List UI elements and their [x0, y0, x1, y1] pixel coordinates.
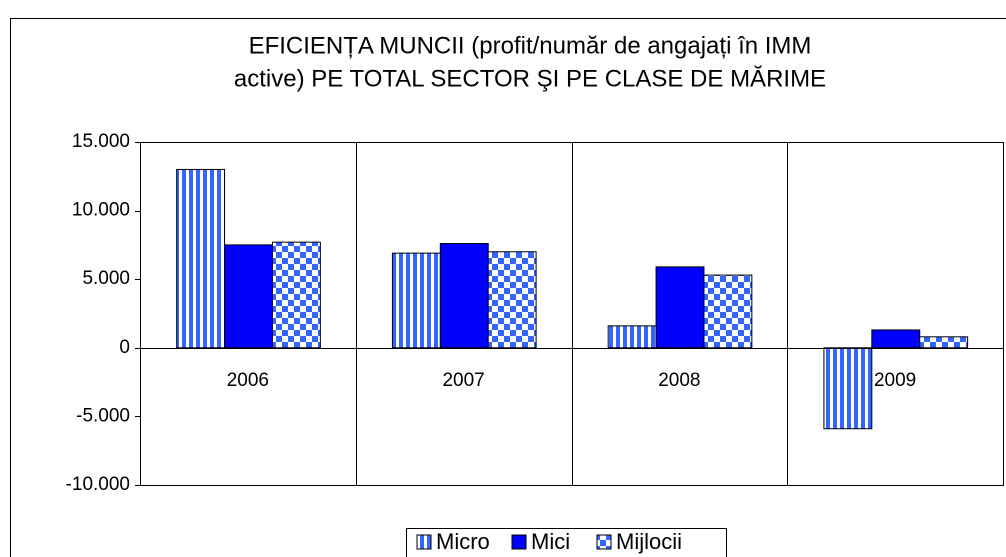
legend-swatch: [511, 534, 527, 550]
bar: [271, 241, 321, 349]
y-tick-label: -5.000: [76, 405, 130, 426]
x-tick-label: 2008: [658, 370, 700, 391]
bar: [919, 336, 969, 349]
chart-title: active) PE TOTAL SECTOR ŞI PE CLASE DE M…: [234, 65, 826, 92]
x-tick-label: 2009: [874, 370, 916, 391]
legend-swatch: [596, 534, 612, 550]
legend-label: Micro: [436, 529, 490, 554]
y-tick-label: -10.000: [66, 474, 130, 495]
y-tick-label: 5.000: [82, 268, 130, 289]
bar: [655, 266, 705, 349]
chart-title: EFICIENȚA MUNCII (profit/număr de angaja…: [249, 32, 812, 59]
legend-label: Mici: [531, 529, 570, 554]
bar: [823, 347, 873, 430]
x-tick-label: 2007: [442, 370, 484, 391]
bar: [439, 243, 489, 349]
x-tick-label: 2006: [227, 370, 269, 391]
bar: [607, 325, 657, 349]
bar: [871, 329, 921, 349]
y-tick-label: 0: [119, 337, 130, 358]
y-tick-label: 10.000: [72, 200, 130, 221]
bar: [703, 274, 753, 349]
legend-swatch: [416, 534, 432, 550]
y-tick-label: 15.000: [72, 131, 130, 152]
bar: [487, 251, 537, 349]
legend-box: [406, 528, 727, 557]
bar: [391, 252, 441, 349]
bar: [224, 244, 273, 349]
legend-label: Mijlocii: [616, 529, 682, 554]
bar: [176, 168, 226, 349]
